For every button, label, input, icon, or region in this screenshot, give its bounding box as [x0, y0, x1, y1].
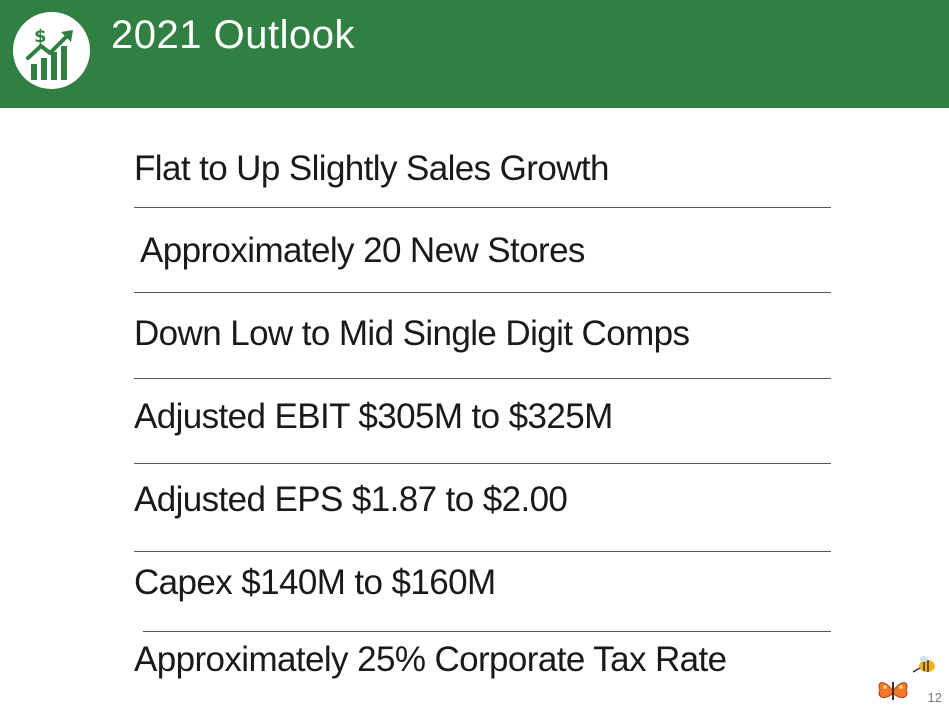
svg-text:$: $	[34, 26, 47, 47]
outlook-item-sales-growth: Flat to Up Slightly Sales Growth	[134, 149, 609, 188]
divider	[134, 378, 831, 379]
divider	[134, 463, 831, 464]
header-bar: $ 2021 Outlook	[0, 0, 949, 108]
outlook-item-comps: Down Low to Mid Single Digit Comps	[134, 314, 690, 353]
outlook-item-eps: Adjusted EPS $1.87 to $2.00	[134, 480, 568, 519]
page-title: 2021 Outlook	[111, 13, 355, 57]
outlook-item-new-stores: Approximately 20 New Stores	[140, 231, 585, 270]
page-number: 12	[927, 690, 942, 705]
growth-chart-dollar-icon: $	[26, 26, 73, 80]
bee-icon	[912, 656, 935, 673]
outlook-item-tax-rate: Approximately 25% Corporate Tax Rate	[134, 640, 727, 679]
divider	[134, 292, 831, 293]
divider	[143, 631, 831, 632]
butterfly-icon	[878, 682, 908, 700]
logo-badge: $	[13, 12, 90, 89]
outlook-item-capex: Capex $140M to $160M	[134, 563, 496, 602]
divider	[134, 551, 831, 552]
outlook-item-ebit: Adjusted EBIT $305M to $325M	[134, 397, 613, 436]
divider	[134, 207, 831, 208]
